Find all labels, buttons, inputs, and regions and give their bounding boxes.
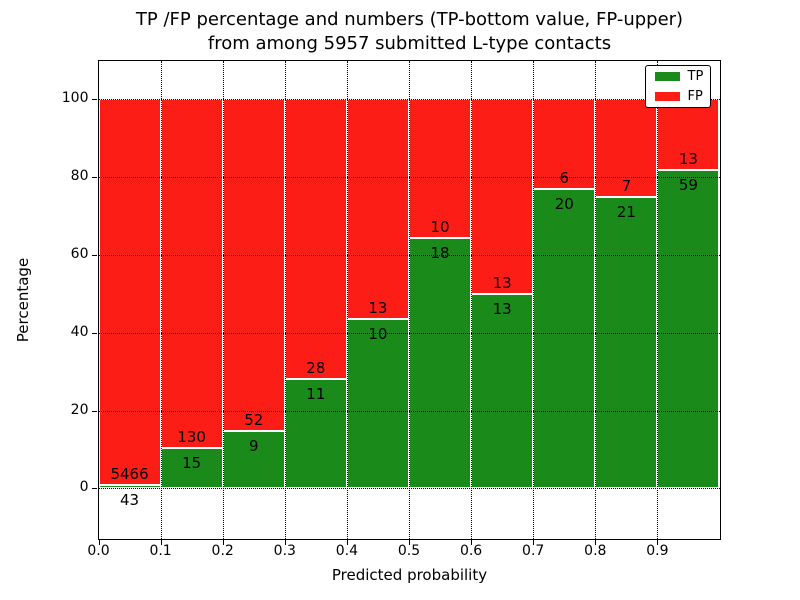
plot-area: 5466 43 130 15 52 9 28 11 13 10 10 18 13 13 6 20 7 21 13 59… xyxy=(62,59,721,559)
tp-count-label-0.2-0.3: 9 xyxy=(248,436,259,455)
gridline-x-0.1 xyxy=(160,60,162,539)
tp-count-label-0.8-0.9: 21 xyxy=(616,202,636,221)
tp-count-label-0.1-0.2: 15 xyxy=(182,454,202,473)
y-tick-40 xyxy=(92,332,97,334)
fp-count-label-0.6-0.7: 13 xyxy=(492,273,512,292)
fp-count-label-0.4-0.5: 13 xyxy=(368,299,388,318)
bar-tp-0.3-0.4 xyxy=(284,378,347,489)
bar-fp-0.3-0.4 xyxy=(284,99,347,379)
gridline-x-0.9 xyxy=(657,60,659,539)
tp-count-label-0.6-0.7: 13 xyxy=(492,299,512,318)
fp-count-label-0.5-0.6: 10 xyxy=(430,218,450,237)
fp-count-label-0.1-0.2: 130 xyxy=(177,428,206,447)
x-tick-0.7 xyxy=(533,540,535,545)
legend-row-fp: FP xyxy=(654,89,710,104)
fp-count-label-0.9-1.0: 13 xyxy=(678,149,698,168)
fp-swatch-icon xyxy=(654,92,680,101)
x-tick-0.4 xyxy=(346,540,348,545)
y-tick-label-40: 40 xyxy=(70,323,89,340)
bar-tp-0.4-0.5 xyxy=(346,319,409,489)
tp-count-label-0.0-0.1: 43 xyxy=(120,491,140,510)
bar-tp-0.9-1.0 xyxy=(657,169,720,489)
y-tick-label-0: 0 xyxy=(79,479,89,496)
legend: TP FP xyxy=(644,65,711,108)
bar-tp-0.2-0.3 xyxy=(222,430,285,489)
fp-count-label-0.8-0.9: 7 xyxy=(621,176,632,195)
x-tick-0.3 xyxy=(284,540,286,545)
y-tick-80 xyxy=(92,177,97,179)
y-tick-100 xyxy=(92,99,97,101)
x-tick-0.9 xyxy=(657,540,659,545)
chart-title-line2: from among 5957 submitted L-type contact… xyxy=(207,33,612,54)
y-tick-60 xyxy=(92,254,97,256)
bar-fp-0.6-0.7 xyxy=(471,99,534,294)
tp-count-label-0.5-0.6: 18 xyxy=(430,244,450,263)
legend-label-fp: FP xyxy=(687,89,703,104)
bar-tp-0.0-0.1 xyxy=(98,485,161,489)
bar-tp-0.8-0.9 xyxy=(595,196,658,489)
tp-count-label-0.4-0.5: 10 xyxy=(368,325,388,344)
x-tick-label-0.3: 0.3 xyxy=(273,542,296,559)
tp-count-label-0.9-1.0: 59 xyxy=(678,175,698,194)
bar-fp-0.1-0.2 xyxy=(160,99,223,449)
x-tick-label-0.9: 0.9 xyxy=(646,542,669,559)
legend-label-tp: TP xyxy=(687,69,704,84)
x-axis-label: Predicted probability xyxy=(331,566,488,584)
chart-title-line1: TP /FP percentage and numbers (TP-bottom… xyxy=(135,9,684,30)
y-tick-20 xyxy=(92,410,97,412)
x-tick-0.1 xyxy=(160,540,162,545)
tp-swatch-icon xyxy=(654,72,680,81)
gridline-x-0.8 xyxy=(595,60,597,539)
gridline-x-0.6 xyxy=(471,60,473,539)
y-tick-label-20: 20 xyxy=(70,401,89,418)
gridline-x-0.4 xyxy=(346,60,348,539)
x-tick-label-0.7: 0.7 xyxy=(522,542,545,559)
x-tick-0.6 xyxy=(471,540,473,545)
bar-fp-0.2-0.3 xyxy=(222,99,285,431)
y-tick-0 xyxy=(92,488,97,490)
x-tick-0.8 xyxy=(595,540,597,545)
tp-count-label-0.7-0.8: 20 xyxy=(554,195,574,214)
x-tick-label-0.8: 0.8 xyxy=(584,542,607,559)
bar-fp-0.7-0.8 xyxy=(533,99,596,190)
y-axis-label: Percentage xyxy=(14,257,32,343)
y-tick-label-60: 60 xyxy=(70,245,89,262)
gridline-x-0.5 xyxy=(409,60,410,539)
bar-fp-0.0-0.1 xyxy=(98,99,161,486)
x-tick-0 xyxy=(98,540,100,545)
x-tick-label-0.6: 0.6 xyxy=(459,542,483,559)
gridline-x-0.3 xyxy=(284,60,286,539)
x-tick-label-0.1: 0.1 xyxy=(149,542,172,559)
bar-fp-0.4-0.5 xyxy=(346,99,409,320)
x-tick-label-0: 0.0 xyxy=(87,542,110,559)
gridline-x-0.7 xyxy=(533,60,535,539)
fp-count-label-0.7-0.8: 6 xyxy=(559,169,569,188)
fp-count-label-0.2-0.3: 52 xyxy=(244,410,264,429)
x-tick-label-0.4: 0.4 xyxy=(335,542,359,559)
legend-row-tp: TP xyxy=(654,69,710,84)
y-tick-label-100: 100 xyxy=(61,90,89,107)
x-tick-label-0.5: 0.5 xyxy=(397,542,421,559)
bar-fp-0.5-0.6 xyxy=(409,99,472,239)
bar-fp-0.8-0.9 xyxy=(595,99,658,197)
fp-count-label-0.3-0.4: 28 xyxy=(306,358,326,377)
tp-count-label-0.3-0.4: 11 xyxy=(306,384,326,403)
bar-fp-0.9-1.0 xyxy=(657,99,720,170)
x-tick-0.5 xyxy=(409,540,410,545)
fp-count-label-0.0-0.1: 5466 xyxy=(110,465,149,484)
x-tick-0.2 xyxy=(222,540,224,545)
y-tick-label-80: 80 xyxy=(70,168,89,185)
x-tick-label-0.2: 0.2 xyxy=(211,542,234,559)
gridline-x-0.2 xyxy=(222,60,224,539)
bar-tp-0.5-0.6 xyxy=(409,238,472,489)
bar-tp-0.6-0.7 xyxy=(471,293,534,489)
bar-tp-0.7-0.8 xyxy=(533,189,596,489)
